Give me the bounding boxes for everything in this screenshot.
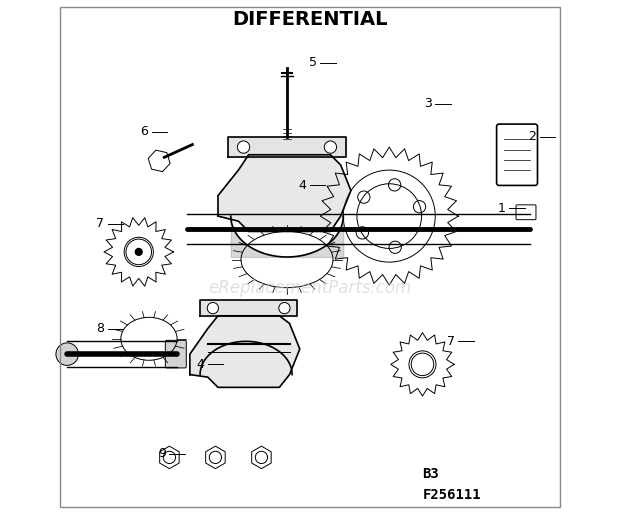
Polygon shape [200, 301, 297, 316]
Text: 8: 8 [96, 322, 104, 335]
Text: 9: 9 [158, 447, 166, 461]
Circle shape [135, 248, 143, 256]
FancyBboxPatch shape [166, 340, 186, 368]
Circle shape [411, 353, 434, 376]
Text: 4: 4 [298, 179, 306, 192]
Text: 5: 5 [309, 56, 317, 69]
Text: B3: B3 [422, 467, 439, 481]
Text: 6: 6 [140, 125, 148, 138]
Text: eReplacementParts.com: eReplacementParts.com [208, 279, 412, 297]
FancyBboxPatch shape [516, 205, 536, 219]
Text: 4: 4 [196, 358, 204, 371]
FancyBboxPatch shape [497, 124, 538, 186]
Text: 2: 2 [528, 131, 536, 143]
Polygon shape [228, 137, 346, 157]
Text: F256111: F256111 [422, 488, 481, 502]
Text: 7: 7 [446, 335, 454, 348]
Circle shape [279, 303, 290, 314]
Circle shape [324, 141, 337, 153]
Text: DIFFERENTIAL: DIFFERENTIAL [232, 10, 388, 29]
Circle shape [237, 141, 250, 153]
Polygon shape [218, 155, 351, 231]
Text: 1: 1 [498, 202, 506, 215]
Text: 3: 3 [423, 97, 432, 110]
Text: 7: 7 [96, 217, 104, 230]
Circle shape [207, 303, 218, 314]
Circle shape [56, 343, 78, 365]
Polygon shape [190, 316, 300, 388]
